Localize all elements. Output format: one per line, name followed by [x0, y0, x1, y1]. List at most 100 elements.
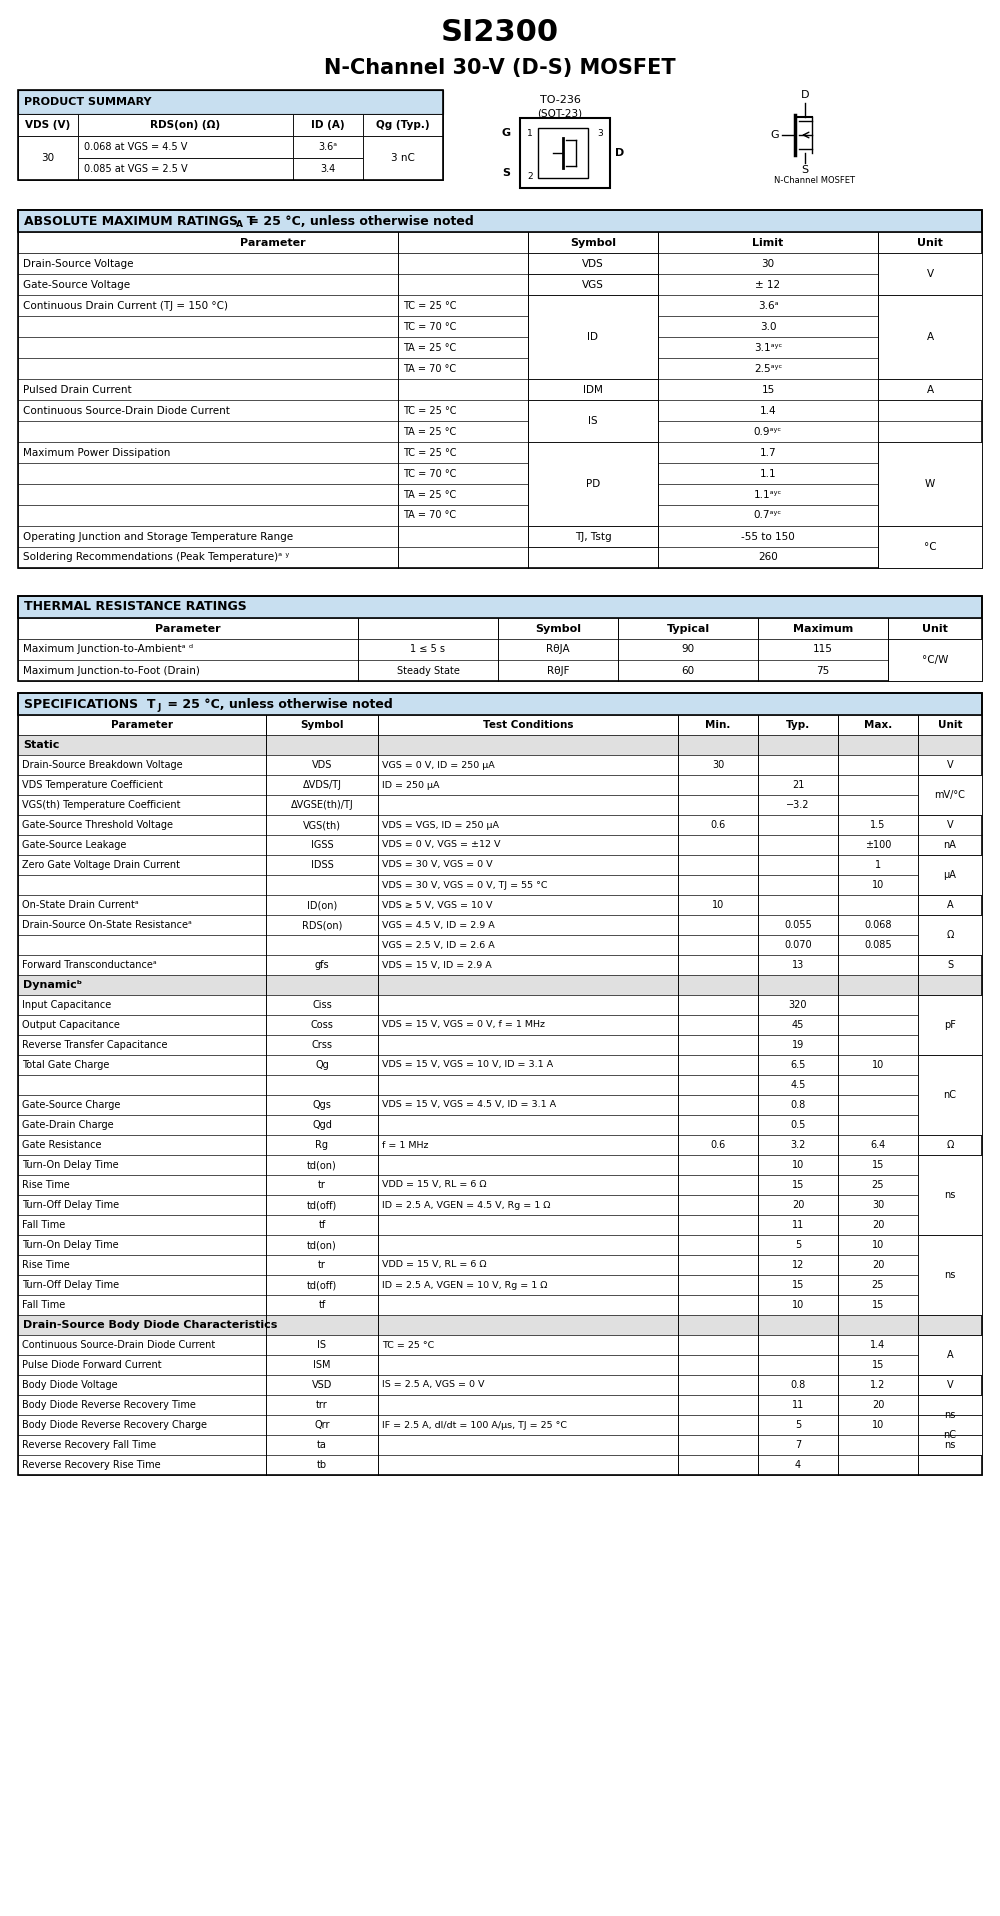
Text: 5: 5: [795, 1240, 801, 1249]
Bar: [266, 1035, 378, 1056]
Bar: [838, 1295, 918, 1314]
Text: N-Channel MOSFET: N-Channel MOSFET: [774, 176, 856, 184]
Bar: [18, 659, 358, 680]
Text: Dynamicᵇ: Dynamicᵇ: [23, 979, 82, 991]
Bar: [538, 128, 588, 178]
Text: nC: nC: [944, 1090, 956, 1100]
Bar: [678, 855, 758, 876]
Bar: [18, 1236, 266, 1255]
Bar: [918, 895, 982, 916]
Bar: [378, 1115, 678, 1134]
Bar: [758, 1096, 838, 1115]
Text: D: D: [615, 148, 625, 157]
Bar: [838, 855, 918, 876]
Text: 1 ≤ 5 s: 1 ≤ 5 s: [411, 644, 446, 655]
Text: (SOT-23): (SOT-23): [537, 107, 583, 119]
Bar: [678, 1215, 758, 1236]
Bar: [758, 1056, 838, 1075]
Bar: [758, 774, 838, 795]
Text: Operating Junction and Storage Temperature Range: Operating Junction and Storage Temperatu…: [23, 531, 293, 542]
Text: 1.2: 1.2: [870, 1380, 886, 1389]
Bar: [266, 975, 378, 994]
Text: G: G: [501, 128, 511, 138]
Text: Drain-Source On-State Resistanceᵃ: Drain-Source On-State Resistanceᵃ: [22, 920, 192, 929]
Bar: [918, 876, 982, 895]
Bar: [18, 400, 398, 422]
Text: Turn-Off Delay Time: Turn-Off Delay Time: [22, 1280, 119, 1289]
Text: ID(on): ID(on): [307, 901, 337, 910]
Text: S: S: [947, 960, 953, 969]
Bar: [266, 1335, 378, 1355]
Bar: [18, 506, 398, 527]
Bar: [18, 1096, 266, 1115]
Text: Pulsed Drain Current: Pulsed Drain Current: [23, 385, 132, 395]
Bar: [266, 1015, 378, 1035]
Bar: [18, 253, 398, 274]
Text: td(off): td(off): [307, 1280, 337, 1289]
Bar: [498, 640, 618, 659]
Text: 6.5: 6.5: [790, 1060, 806, 1069]
Bar: [918, 1376, 982, 1395]
Bar: [918, 1075, 982, 1096]
Bar: [758, 1236, 838, 1255]
Text: Typical: Typical: [666, 623, 710, 634]
Text: 0.8: 0.8: [790, 1100, 806, 1109]
Text: Symbol: Symbol: [570, 238, 616, 247]
Bar: [18, 1435, 266, 1454]
Text: 0.070: 0.070: [784, 941, 812, 950]
Bar: [18, 1056, 266, 1075]
Bar: [758, 994, 838, 1015]
Bar: [398, 358, 528, 379]
Text: Parameter: Parameter: [111, 720, 173, 730]
Text: 3.4: 3.4: [320, 165, 336, 174]
Bar: [658, 422, 878, 443]
Bar: [838, 1416, 918, 1435]
Text: VDS: VDS: [312, 761, 332, 770]
Bar: [266, 994, 378, 1015]
Bar: [18, 1335, 266, 1355]
Text: V: V: [947, 761, 953, 770]
Bar: [678, 954, 758, 975]
Bar: [266, 1314, 378, 1335]
Text: 12: 12: [792, 1261, 804, 1270]
Text: Max.: Max.: [864, 720, 892, 730]
Text: nA: nA: [944, 839, 956, 851]
Bar: [838, 774, 918, 795]
Text: VSD: VSD: [312, 1380, 332, 1389]
Bar: [918, 755, 982, 774]
Text: Gate-Source Charge: Gate-Source Charge: [22, 1100, 120, 1109]
Bar: [918, 1295, 982, 1314]
Text: -55 to 150: -55 to 150: [741, 531, 795, 542]
Text: tb: tb: [317, 1460, 327, 1470]
Bar: [758, 1134, 838, 1155]
Text: 25: 25: [872, 1280, 884, 1289]
Bar: [758, 755, 838, 774]
Text: IS: IS: [318, 1339, 326, 1351]
Bar: [266, 1155, 378, 1175]
Bar: [758, 975, 838, 994]
Bar: [498, 659, 618, 680]
Bar: [528, 295, 658, 316]
Bar: [838, 1236, 918, 1255]
Text: Continuous Source-Drain Diode Current: Continuous Source-Drain Diode Current: [22, 1339, 215, 1351]
Bar: [758, 1416, 838, 1435]
Bar: [758, 1395, 838, 1416]
Bar: [678, 814, 758, 835]
Bar: [293, 113, 363, 136]
Bar: [918, 1355, 982, 1376]
Bar: [18, 755, 266, 774]
Bar: [678, 935, 758, 954]
Bar: [838, 954, 918, 975]
Text: S: S: [502, 169, 510, 178]
Text: 0.6: 0.6: [710, 1140, 726, 1150]
Bar: [888, 659, 982, 680]
Bar: [293, 157, 363, 180]
Text: Gate-Source Leakage: Gate-Source Leakage: [22, 839, 126, 851]
Text: Reverse Recovery Rise Time: Reverse Recovery Rise Time: [22, 1460, 161, 1470]
Bar: [18, 90, 443, 180]
Bar: [528, 274, 658, 295]
Bar: [378, 935, 678, 954]
Bar: [266, 1056, 378, 1075]
Bar: [18, 316, 398, 337]
Text: ID = 2.5 A, VGEN = 4.5 V, Rg = 1 Ω: ID = 2.5 A, VGEN = 4.5 V, Rg = 1 Ω: [382, 1201, 550, 1209]
